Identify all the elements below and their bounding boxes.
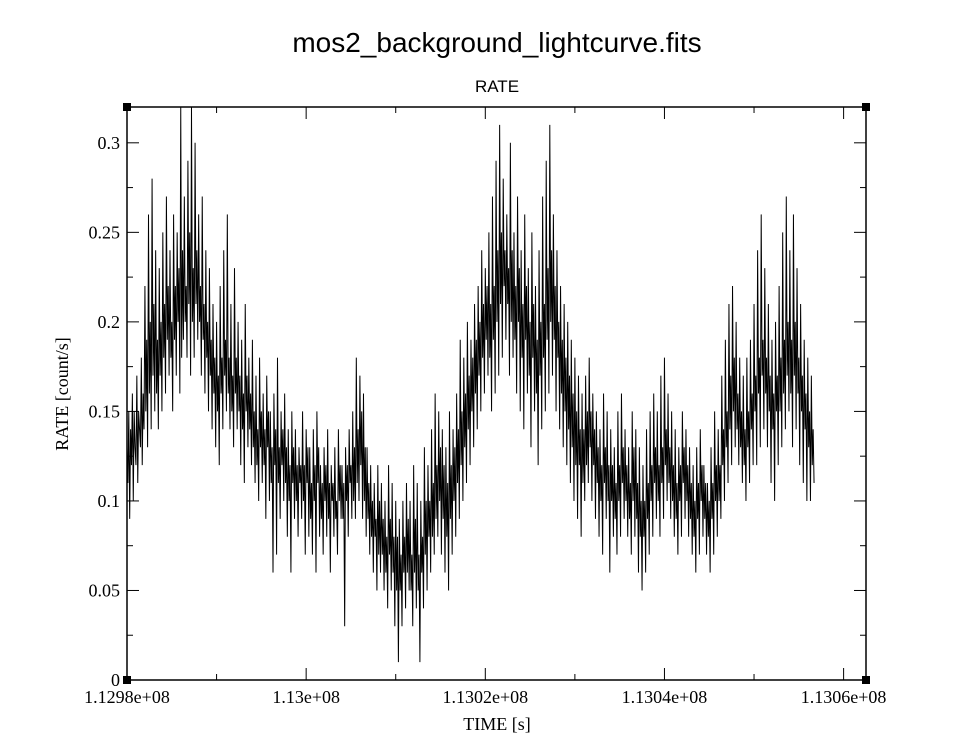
chart-title: mos2_background_lightcurve.fits [292, 27, 701, 58]
x-tick-label: 1.1298e+08 [84, 687, 170, 707]
corner-handle [862, 676, 870, 684]
axis-ticks [126, 107, 866, 681]
x-tick-label: 1.1302e+08 [442, 687, 528, 707]
plot-content [126, 106, 815, 663]
x-axis-label: TIME [s] [463, 714, 530, 734]
x-tick-label: 1.1304e+08 [622, 687, 708, 707]
y-tick-label: 0.2 [98, 312, 121, 332]
chart-subtitle: RATE [475, 77, 519, 96]
corner-handle [862, 103, 870, 111]
y-tick-label: 0 [111, 670, 120, 690]
y-axis-tick-labels: 0 0.05 0.1 0.15 0.2 0.25 0.3 [89, 133, 121, 690]
x-tick-label: 1.1306e+08 [801, 687, 887, 707]
y-tick-label: 0.1 [98, 491, 121, 511]
y-tick-label: 0.25 [89, 222, 121, 242]
corner-handles [123, 103, 870, 684]
x-tick-label: 1.13e+08 [272, 687, 340, 707]
plot-frame [126, 106, 867, 681]
y-tick-label: 0.05 [89, 580, 121, 600]
y-axis-label: RATE [count/s] [52, 337, 72, 450]
series-line-0 [126, 106, 815, 663]
y-tick-label: 0.3 [98, 133, 121, 153]
corner-handle [123, 676, 131, 684]
corner-handle [123, 103, 131, 111]
y-tick-label: 0.15 [89, 401, 121, 421]
x-axis-tick-labels: 1.1298e+08 1.13e+08 1.1302e+08 1.1304e+08 1.… [84, 687, 886, 707]
